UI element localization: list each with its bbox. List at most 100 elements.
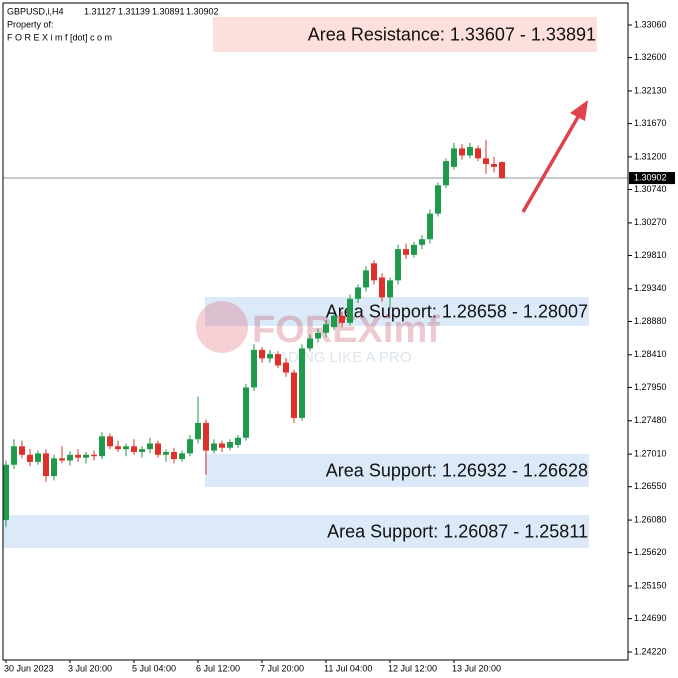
y-tick-label: 1.27480: [634, 415, 667, 425]
candle-body: [75, 454, 81, 458]
candle-body: [299, 348, 305, 418]
zone-label: Area Support: 1.26932 - 1.26628: [326, 460, 588, 480]
y-tick-label: 1.24220: [634, 646, 667, 656]
plot-frame: [2, 2, 629, 661]
header: GBPUSD,i,H4 1.31127 1.31139 1.30891 1.30…: [7, 6, 219, 42]
candle-body: [339, 315, 345, 323]
candle-body: [315, 332, 321, 339]
zone-box: [213, 17, 597, 52]
candle-body: [283, 362, 289, 373]
watermark-logo: [196, 301, 248, 353]
arrow-shaft: [521, 109, 584, 213]
header-close: 1.30902: [186, 6, 219, 16]
zone-label: Area Resistance: 1.33607 - 1.33891: [308, 24, 596, 44]
watermark-tagline: TRADING LIKE A PRO: [258, 349, 411, 366]
candle-body: [403, 249, 409, 255]
candle-body: [267, 354, 273, 359]
x-tick-label: 5 Jul 04:00: [132, 663, 176, 673]
header-high: 1.31139: [118, 6, 150, 16]
candle-body: [355, 287, 361, 299]
y-tick-label: 1.25150: [634, 580, 667, 590]
candle-body: [331, 315, 337, 328]
candle-body: [491, 164, 497, 167]
y-tick-label: 1.28410: [634, 349, 667, 359]
y-tick-label: 1.25620: [634, 547, 667, 557]
candle-body: [275, 354, 281, 366]
candle-body: [147, 443, 153, 450]
candle-body: [11, 446, 17, 465]
candle-body: [59, 458, 65, 461]
watermark: FOREXimf TRADING LIKE A PRO: [196, 301, 440, 366]
x-tick-label: 6 Jul 12:00: [196, 663, 240, 673]
owner-label: Property of:: [7, 19, 54, 29]
candle-body: [475, 148, 481, 159]
candle-body: [139, 449, 145, 452]
candle-body: [499, 162, 505, 179]
candle-body: [43, 453, 49, 477]
x-tick-label: 30 Jun 2023: [4, 663, 54, 673]
candle-body: [411, 244, 417, 255]
candle-body: [91, 454, 97, 457]
candle-body: [451, 148, 457, 167]
y-tick-label: 1.32130: [634, 85, 667, 95]
x-tick-label: 3 Jul 20:00: [68, 663, 112, 673]
candle-body: [203, 422, 209, 451]
y-tick-label: 1.29810: [634, 250, 667, 260]
x-tick-label: 12 Jul 12:00: [388, 663, 437, 673]
candle-body: [3, 464, 9, 521]
candle-body: [235, 437, 241, 445]
y-tick-label: 1.32600: [634, 52, 667, 62]
y-tick-label: 1.33060: [634, 19, 667, 29]
y-tick-label: 1.29340: [634, 283, 667, 293]
candle-body: [67, 454, 73, 461]
zone-box: [205, 297, 589, 326]
candle-body: [379, 277, 385, 298]
candle-body: [387, 280, 393, 298]
zones: Area Resistance: 1.33607 - 1.33891 Area S…: [3, 17, 597, 548]
candle-body: [123, 446, 129, 450]
candle-body: [179, 453, 185, 460]
candle-body: [307, 338, 313, 349]
candle-body: [483, 158, 489, 165]
y-tick-label: 1.27950: [634, 382, 667, 392]
candle-body: [459, 148, 465, 156]
x-tick-label: 7 Jul 20:00: [260, 663, 304, 673]
arrow: [521, 100, 588, 213]
zone-label: Area Support: 1.28658 - 1.28007: [326, 301, 588, 321]
y-tick-label: 1.27010: [634, 448, 667, 458]
candle-body: [347, 298, 353, 323]
candle-body: [115, 446, 121, 450]
candle-body: [243, 387, 249, 438]
candle-body: [435, 185, 441, 214]
y-tick-label: 1.26550: [634, 481, 667, 491]
x-tick-label: 13 Jul 20:00: [452, 663, 501, 673]
candle-body: [219, 443, 225, 448]
candle-body: [171, 451, 177, 460]
symbol: GBPUSD,i,H4: [7, 6, 64, 16]
y-tick-label: 1.28880: [634, 316, 667, 326]
candle-body: [163, 451, 169, 455]
candle-body: [427, 213, 433, 240]
candle-body: [291, 372, 297, 418]
candle-body: [35, 453, 41, 462]
candle-body: [467, 146, 473, 156]
candle-body: [99, 436, 105, 457]
last-price-label: 1.30902: [634, 172, 667, 182]
candle-body: [443, 161, 449, 186]
arrow-head: [570, 100, 588, 121]
y-tick-label: 1.24690: [634, 613, 667, 623]
y-tick-label: 1.31200: [634, 151, 667, 161]
candle-body: [323, 324, 329, 333]
candle-body: [27, 454, 33, 462]
candle-body: [211, 443, 217, 451]
header-low: 1.30891: [152, 6, 185, 16]
y-tick-label: 1.26080: [634, 514, 667, 524]
candle-body: [51, 458, 57, 477]
zone-box: [3, 515, 589, 548]
candle-body: [363, 270, 369, 288]
candle-body: [371, 263, 377, 281]
candle-body: [107, 436, 113, 447]
plot: [3, 139, 628, 528]
